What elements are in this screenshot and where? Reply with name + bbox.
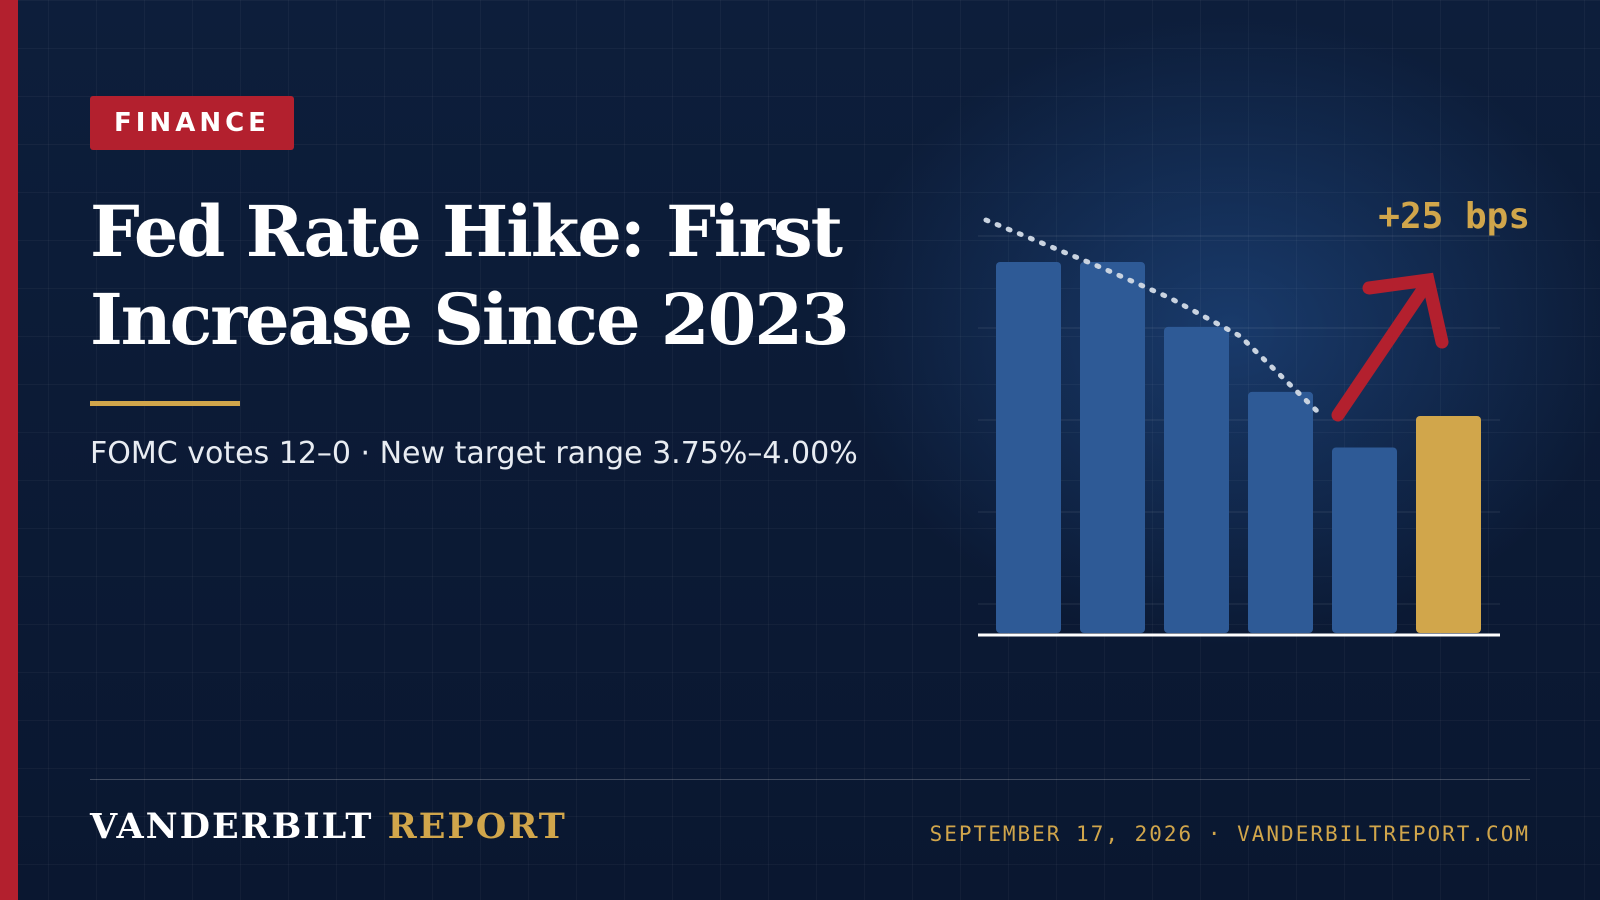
chart-bar-current: [1416, 415, 1481, 633]
category-tag: FINANCE: [90, 96, 294, 150]
chart-bars: [996, 262, 1481, 633]
brand-suffix: REPORT: [387, 806, 567, 847]
subheadline: FOMC votes 12–0 · New target range 3.75%…: [90, 436, 858, 471]
up-arrow-icon: [1331, 272, 1449, 422]
chart-bar: [1080, 262, 1145, 633]
trend-line: [983, 217, 1321, 415]
headline: Fed Rate Hike: First Increase Since 2023: [90, 188, 910, 364]
headline-line-1: Fed Rate Hike: First: [90, 190, 843, 273]
chart-gridlines: [978, 235, 1500, 605]
chart-bar: [1164, 326, 1229, 633]
chart-bar: [996, 262, 1061, 633]
brand-logo: VANDERBILT REPORT: [90, 806, 567, 847]
brand-name: VANDERBILT: [90, 806, 374, 847]
rate-bar-chart: [978, 217, 1500, 637]
headline-line-2: Increase Since 2023: [90, 278, 850, 361]
footer-divider: [90, 779, 1530, 780]
arrow-head: [1362, 272, 1449, 349]
headline-underline: [90, 401, 240, 406]
bps-annotation: +25 bps: [1378, 196, 1530, 237]
chart-bar: [1248, 391, 1313, 633]
footer-date-url: SEPTEMBER 17, 2026 · VANDERBILTREPORT.CO…: [929, 822, 1530, 846]
arrow-shaft: [1331, 278, 1433, 422]
left-accent-bar: [0, 0, 18, 900]
chart-bar: [1332, 447, 1397, 633]
